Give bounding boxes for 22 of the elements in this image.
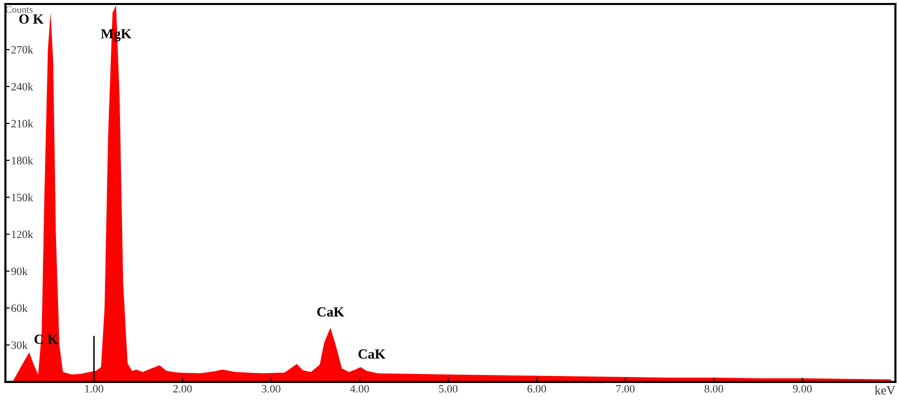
- y-tick-label: 270k: [11, 46, 34, 54]
- x-tick-label: 4.00: [350, 385, 369, 393]
- y-tick-label: 90k: [11, 267, 28, 276]
- x-tick-label: 8.00: [704, 385, 724, 393]
- x-axis-title: keV: [874, 386, 896, 395]
- x-tick-label: 5.00: [439, 385, 458, 393]
- y-tick-label: 210k: [11, 120, 34, 128]
- x-tick-label: 7.00: [616, 385, 635, 393]
- y-tick-label: 60k: [11, 304, 28, 312]
- y-tick-label: 150k: [12, 193, 34, 202]
- annotation: CaK: [317, 307, 344, 317]
- y-tick-label: 180k: [12, 156, 34, 164]
- x-tick-label: 1.00: [85, 385, 104, 393]
- y-tick-label: 240k: [11, 82, 34, 90]
- annotation: CaK: [358, 349, 386, 359]
- x-tick-label: 9.00: [793, 385, 812, 393]
- y-tick-label: 30k: [11, 341, 28, 349]
- y-tick-label: 120k: [12, 230, 34, 238]
- x-tick-label: 6.00: [528, 385, 546, 393]
- annotation: O K: [19, 14, 44, 24]
- x-tick-label: 2.00: [173, 385, 192, 393]
- x-tick-label: 3.00: [262, 385, 280, 393]
